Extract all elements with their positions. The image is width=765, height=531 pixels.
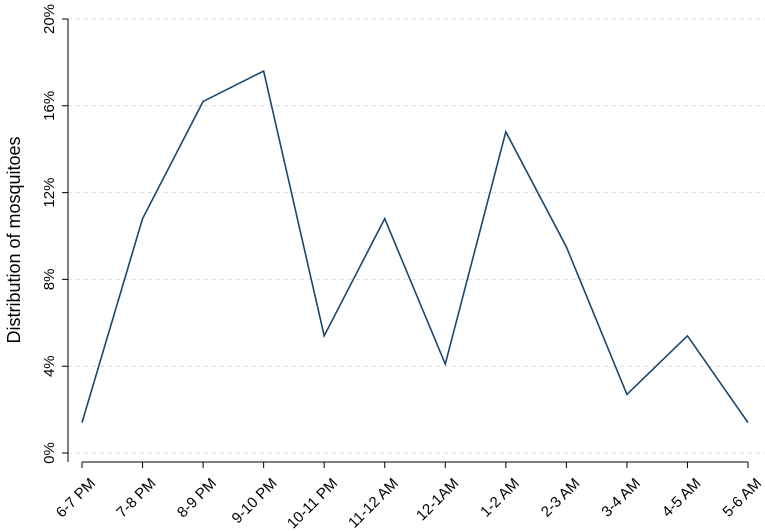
y-tick-label: 16% (41, 91, 58, 121)
y-tick-label: 8% (41, 269, 58, 291)
data-line (81, 69, 749, 424)
y-tick-label: 0% (41, 442, 58, 464)
x-tick-label: 11-12 AM (345, 475, 402, 531)
x-tick-label: 5-6 AM (719, 475, 765, 521)
y-tick-label: 20% (41, 4, 58, 34)
x-tick-label: 12-1AM (413, 475, 462, 524)
x-tick-label: 6-7 PM (53, 475, 99, 521)
x-tick-label: 7-8 PM (113, 475, 159, 521)
y-tick-label: 4% (41, 355, 58, 377)
y-tick-label: 12% (41, 178, 58, 208)
x-tick-label: 3-4 AM (598, 475, 644, 521)
x-tick-label: 10-11 PM (284, 475, 341, 531)
y-axis-label: Distribution of mosquitoes (4, 136, 24, 343)
x-tick-label: 4-5 AM (659, 475, 705, 521)
x-tick-label: 1-2 AM (477, 475, 523, 521)
x-tick-label: 8-9 PM (174, 475, 220, 521)
x-tick-label: 9-10 PM (229, 475, 281, 527)
x-tick-label: 2-3 AM (538, 475, 584, 521)
